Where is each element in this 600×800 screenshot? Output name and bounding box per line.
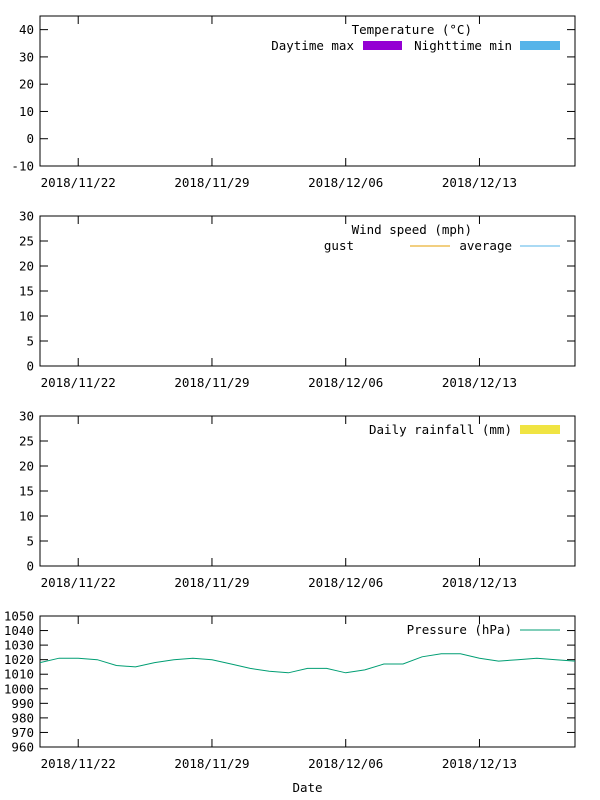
legend-label: gust bbox=[324, 238, 354, 253]
x-tick-label: 2018/11/29 bbox=[174, 175, 249, 190]
x-tick-label: 2018/12/13 bbox=[442, 575, 517, 590]
x-tick-label: 2018/11/22 bbox=[41, 756, 116, 771]
x-tick-label: 2018/12/06 bbox=[308, 575, 383, 590]
x-tick-label: 2018/12/06 bbox=[308, 375, 383, 390]
x-tick-label: 2018/11/29 bbox=[174, 756, 249, 771]
y-tick-label: 15 bbox=[19, 484, 34, 499]
legend-swatch bbox=[520, 41, 560, 50]
x-tick-label: 2018/12/13 bbox=[442, 175, 517, 190]
y-tick-label: 1010 bbox=[4, 667, 34, 682]
x-tick-label: 2018/11/22 bbox=[41, 375, 116, 390]
y-tick-label: -10 bbox=[11, 159, 34, 174]
x-tick-label: 2018/11/29 bbox=[174, 375, 249, 390]
plot-frame-0 bbox=[39, 15, 576, 167]
y-tick-label: 10 bbox=[19, 309, 34, 324]
legend-label: average bbox=[459, 238, 512, 253]
y-tick-label: 980 bbox=[11, 710, 34, 725]
y-tick-label: 5 bbox=[26, 334, 34, 349]
y-tick-label: 25 bbox=[19, 434, 34, 449]
y-tick-label: 30 bbox=[19, 409, 34, 424]
y-tick-label: 40 bbox=[19, 22, 34, 37]
x-tick-label: 2018/12/13 bbox=[442, 375, 517, 390]
y-tick-label: 20 bbox=[19, 259, 34, 274]
y-tick-label: 10 bbox=[19, 104, 34, 119]
y-tick-label: 25 bbox=[19, 234, 34, 249]
y-tick-label: 960 bbox=[11, 740, 34, 755]
chart-title: Temperature (°C) bbox=[352, 22, 472, 37]
chart-title: Wind speed (mph) bbox=[352, 222, 472, 237]
y-tick-label: 1020 bbox=[4, 652, 34, 667]
legend-label: Nighttime min bbox=[414, 38, 512, 53]
x-tick-label: 2018/12/13 bbox=[442, 756, 517, 771]
y-tick-label: 1000 bbox=[4, 681, 34, 696]
y-tick-label: 1040 bbox=[4, 623, 34, 638]
y-tick-label: 10 bbox=[19, 509, 34, 524]
series-line-0 bbox=[39, 653, 576, 674]
x-axis-label: Date bbox=[292, 780, 322, 795]
y-tick-label: 30 bbox=[19, 209, 34, 224]
x-tick-label: 2018/11/22 bbox=[41, 575, 116, 590]
y-tick-label: 20 bbox=[19, 459, 34, 474]
legend-label: Pressure (hPa) bbox=[407, 622, 512, 637]
y-tick-label: 0 bbox=[26, 359, 34, 374]
y-tick-label: 0 bbox=[26, 559, 34, 574]
legend-label: Daytime max bbox=[271, 38, 354, 53]
y-tick-label: 1030 bbox=[4, 638, 34, 653]
x-tick-label: 2018/11/22 bbox=[41, 175, 116, 190]
plot-frame-2 bbox=[39, 415, 576, 567]
y-tick-label: 15 bbox=[19, 284, 34, 299]
y-tick-label: 0 bbox=[26, 131, 34, 146]
y-tick-label: 990 bbox=[11, 696, 34, 711]
x-tick-label: 2018/12/06 bbox=[308, 175, 383, 190]
legend-swatch bbox=[520, 425, 560, 434]
y-tick-label: 970 bbox=[11, 725, 34, 740]
legend-label: Daily rainfall (mm) bbox=[369, 422, 512, 437]
y-tick-label: 30 bbox=[19, 49, 34, 64]
x-tick-label: 2018/12/06 bbox=[308, 756, 383, 771]
y-tick-label: 1050 bbox=[4, 609, 34, 624]
y-tick-label: 5 bbox=[26, 534, 34, 549]
x-tick-label: 2018/11/29 bbox=[174, 575, 249, 590]
plot-frame-3 bbox=[39, 615, 576, 748]
y-tick-label: 20 bbox=[19, 77, 34, 92]
legend-swatch bbox=[363, 41, 402, 50]
